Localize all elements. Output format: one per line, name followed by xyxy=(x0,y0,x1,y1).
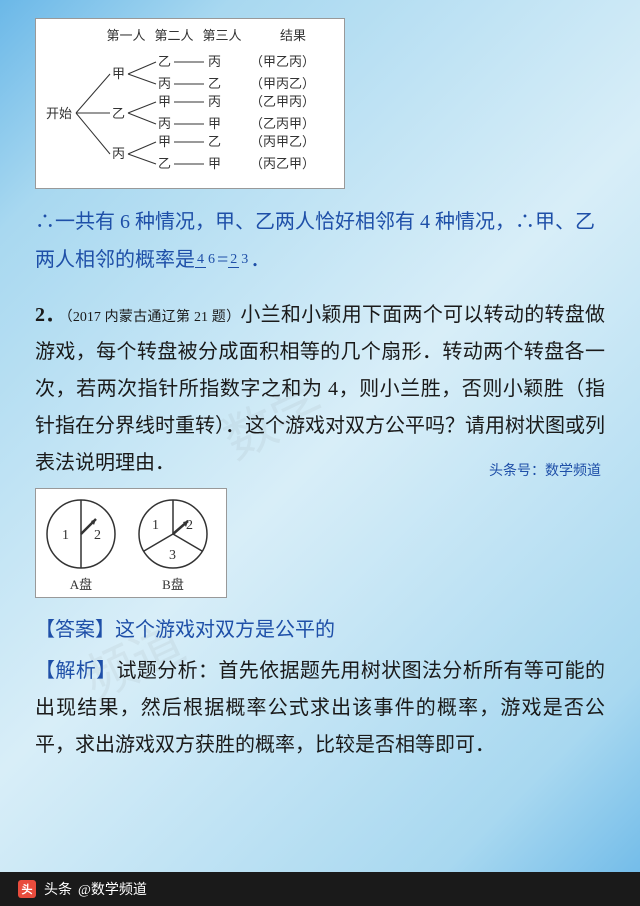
toutiao-logo-icon: 头 xyxy=(18,880,36,898)
svg-text:1: 1 xyxy=(152,518,159,533)
svg-text:甲: 甲 xyxy=(208,156,221,171)
svg-text:2: 2 xyxy=(94,528,101,543)
svg-text:（丙甲乙）: （丙甲乙） xyxy=(250,134,315,149)
analysis-block: 【解析】试题分析：首先依据题先用树状图法分析所有等可能的出现结果，然后根据概率公… xyxy=(35,653,605,764)
svg-text:3: 3 xyxy=(169,548,176,563)
svg-text:丙: 丙 xyxy=(112,146,125,161)
svg-text:丙: 丙 xyxy=(208,94,221,109)
svg-text:（丙乙甲）: （丙乙甲） xyxy=(250,156,315,171)
svg-text:开始: 开始 xyxy=(46,106,72,121)
tree-header-3: 第三人 xyxy=(198,25,246,44)
problem-2: 2．（2017 内蒙古通辽第 21 题）小兰和小颖用下面两个可以转动的转盘做游戏… xyxy=(35,297,605,482)
analysis-tag: 【解析】 xyxy=(35,660,116,682)
answer-line: 【答案】这个游戏对双方是公平的 xyxy=(35,612,605,649)
svg-text:甲: 甲 xyxy=(158,134,171,149)
svg-text:乙: 乙 xyxy=(208,76,221,91)
svg-text:丙: 丙 xyxy=(208,54,221,69)
answer-text: 这个游戏对双方是公平的 xyxy=(115,619,335,641)
footer-bar: 头 头条 @数学频道 xyxy=(0,872,640,906)
spinner-b: 1 2 3 B盘 xyxy=(136,497,210,593)
equals: = xyxy=(217,249,228,271)
fraction-1: 46 xyxy=(195,252,217,267)
spinner-a-label: A盘 xyxy=(44,574,118,593)
svg-text:（甲丙乙）: （甲丙乙） xyxy=(250,76,315,91)
tree-header-1: 第一人 xyxy=(102,25,150,44)
svg-text:丙: 丙 xyxy=(158,76,171,91)
problem-number: 2． xyxy=(35,304,66,326)
footer-brand: 头条 xyxy=(44,879,72,899)
page-content: 第一人 第二人 第三人 结果 开始 甲 乙 丙 乙 丙 甲 丙 甲 乙 丙 乙 … xyxy=(0,0,640,764)
tree-svg: 开始 甲 乙 丙 乙 丙 甲 丙 甲 乙 丙 乙 丙 甲 乙 甲 （甲乙丙） （… xyxy=(44,48,338,178)
conclusion-part2: ． xyxy=(250,249,270,271)
spinner-b-label: B盘 xyxy=(136,574,210,593)
svg-text:（乙丙甲）: （乙丙甲） xyxy=(250,116,315,131)
problem-source: （2017 内蒙古通辽第 21 题） xyxy=(66,310,241,325)
svg-text:1: 1 xyxy=(62,528,69,543)
svg-text:甲: 甲 xyxy=(112,66,125,81)
problem-text: 小兰和小颖用下面两个可以转动的转盘做游戏，每个转盘被分成面积相等的几个扇形．转动… xyxy=(35,304,605,474)
svg-text:乙: 乙 xyxy=(158,156,171,171)
fraction-2: 23 xyxy=(228,252,250,267)
svg-text:（乙甲丙）: （乙甲丙） xyxy=(250,94,315,109)
conclusion-part1: ∴一共有 6 种情况，甲、乙两人恰好相邻有 4 种情况，∴甲、乙两人相邻的概率是 xyxy=(35,211,595,271)
svg-text:甲: 甲 xyxy=(158,94,171,109)
footer-author: @数学频道 xyxy=(78,879,147,899)
answer-tag: 【答案】 xyxy=(35,619,115,641)
svg-text:乙: 乙 xyxy=(158,54,171,69)
svg-text:乙: 乙 xyxy=(208,134,221,149)
svg-text:丙: 丙 xyxy=(158,116,171,131)
tree-diagram: 第一人 第二人 第三人 结果 开始 甲 乙 丙 乙 丙 甲 丙 甲 乙 丙 乙 … xyxy=(35,18,345,189)
svg-text:乙: 乙 xyxy=(112,106,125,121)
svg-text:甲: 甲 xyxy=(208,116,221,131)
spinners-diagram: 1 2 A盘 1 2 3 B盘 xyxy=(35,488,227,598)
tree-header-4: 结果 xyxy=(254,25,332,44)
spinner-a: 1 2 A盘 xyxy=(44,497,118,593)
analysis-text: 试题分析：首先依据题先用树状图法分析所有等可能的出现结果，然后根据概率公式求出该… xyxy=(35,660,605,756)
tree-header-2: 第二人 xyxy=(150,25,198,44)
conclusion-text: ∴一共有 6 种情况，甲、乙两人恰好相邻有 4 种情况，∴甲、乙两人相邻的概率是… xyxy=(35,203,605,279)
svg-text:（甲乙丙）: （甲乙丙） xyxy=(250,54,315,69)
